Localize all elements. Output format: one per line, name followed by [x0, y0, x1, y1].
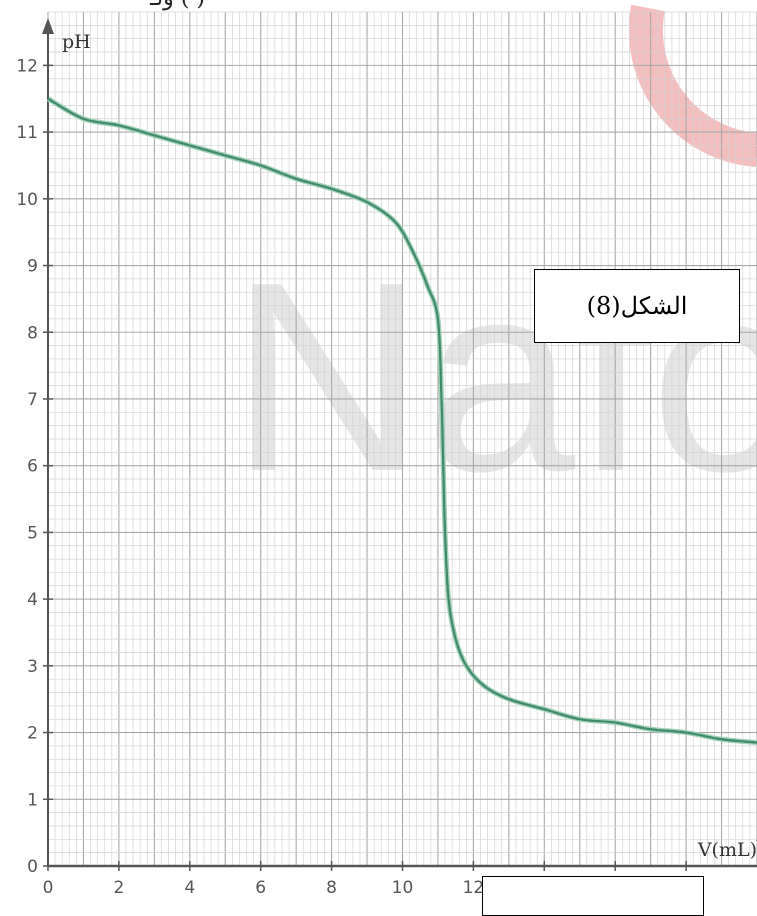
y-tick-label: 11: [16, 123, 38, 143]
y-tick-label: 4: [27, 590, 38, 610]
y-tick-label: 9: [27, 257, 38, 277]
y-tick-label: 12: [16, 56, 38, 76]
titration-curve: [47, 97, 757, 744]
y-tick-label: 2: [27, 724, 38, 744]
x-tick-label: 10: [392, 878, 414, 898]
figure-label-box: الشكل(8): [534, 269, 740, 343]
y-tick-label: 6: [27, 457, 38, 477]
y-tick-label: 7: [27, 390, 38, 410]
y-tick-label: 3: [27, 657, 38, 677]
grid: [47, 11, 757, 867]
top-text-fragment: ( ) ولـ: [150, 0, 205, 11]
y-axis-arrow: [42, 18, 54, 34]
top-text-strip: ( ) ولـ: [0, 0, 757, 12]
figure-label: الشكل(8): [586, 292, 688, 320]
x-tick-label: 4: [184, 878, 195, 898]
x-tick-label: 6: [255, 878, 266, 898]
y-axis-label: pH: [62, 31, 91, 53]
x-axis-label: V(mL): [697, 839, 757, 861]
x-tick-label: 8: [326, 878, 337, 898]
accent-arc: [628, 4, 757, 167]
y-tick-label: 8: [27, 323, 38, 343]
x-tick-label: 12: [463, 878, 485, 898]
y-tick-label: 0: [27, 857, 38, 877]
x-tick-label: 0: [43, 878, 54, 898]
background-layer: Nafo: [230, 4, 757, 528]
curve-layer: [46, 96, 757, 746]
y-tick-label: 1: [27, 790, 38, 810]
bottom-empty-box: [482, 876, 704, 916]
axes: [42, 18, 757, 871]
y-tick-label: 10: [16, 190, 38, 210]
y-tick-label: 5: [27, 523, 38, 543]
x-tick-label: 2: [113, 878, 124, 898]
